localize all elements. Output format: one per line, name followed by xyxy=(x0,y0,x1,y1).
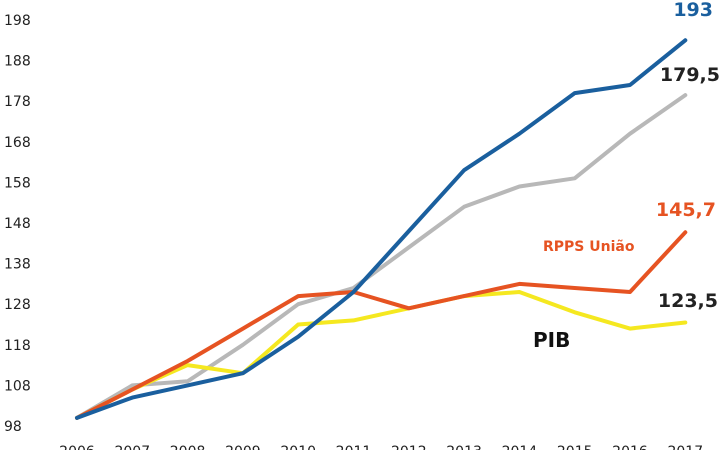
x-tick-label: 2010 xyxy=(280,444,316,450)
x-tick-label: 2015 xyxy=(557,444,593,450)
series-name-label-yellow: PIB xyxy=(533,328,570,352)
x-tick-label: 2009 xyxy=(225,444,261,450)
x-tick-label: 2008 xyxy=(170,444,206,450)
y-tick-label: 118 xyxy=(4,338,31,354)
y-tick-label: 138 xyxy=(4,257,31,273)
end-value-label-gray: 179,5 xyxy=(660,64,720,86)
y-tick-label: 188 xyxy=(4,54,31,70)
x-tick-label: 2011 xyxy=(336,444,372,450)
x-tick-label: 2017 xyxy=(667,444,703,450)
x-tick-label: 2006 xyxy=(59,444,95,450)
y-tick-label: 98 xyxy=(4,419,22,435)
x-tick-label: 2014 xyxy=(502,444,538,450)
x-tick-label: 2016 xyxy=(612,444,648,450)
series-line-gray xyxy=(75,93,688,420)
y-tick-label: 168 xyxy=(4,135,31,151)
series-line-yellow xyxy=(75,290,688,420)
y-tick-label: 108 xyxy=(4,378,31,394)
x-axis: 2006 2007 2008 2009 2010 2011 2012 2013 2014 2015… xyxy=(59,444,703,450)
end-value-label-orange: 145,7 xyxy=(656,199,716,221)
x-tick-label: 2013 xyxy=(446,444,482,450)
y-tick-label: 158 xyxy=(4,175,31,191)
end-value-label-yellow: 123,5 xyxy=(658,290,718,312)
series-name-label-orange: RPPS União xyxy=(543,239,635,255)
series-labels: 193 179,5 145,7 123,5 RPPS União PIB xyxy=(533,0,720,352)
series-line-orange xyxy=(75,230,688,420)
x-tick-label: 2007 xyxy=(114,444,150,450)
end-value-label-blue: 193 xyxy=(673,0,713,21)
series-lines xyxy=(75,38,688,420)
x-tick-label: 2012 xyxy=(391,444,427,450)
y-tick-label: 178 xyxy=(4,94,31,110)
y-tick-label: 148 xyxy=(4,216,31,232)
y-tick-label: 128 xyxy=(4,297,31,313)
y-tick-label: 198 xyxy=(4,13,31,29)
y-axis: 98 108 118 128 138 148 158 168 178 188 198 xyxy=(4,13,31,435)
series-line-blue xyxy=(75,38,688,420)
